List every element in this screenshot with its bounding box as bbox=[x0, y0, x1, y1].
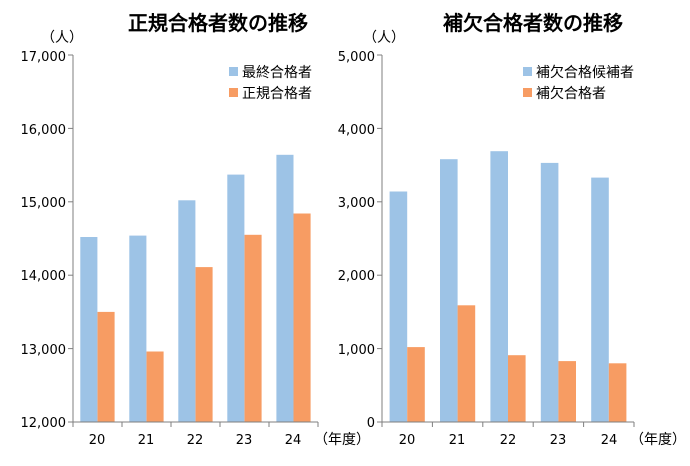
chart-title: 正規合格者数の推移 bbox=[128, 11, 308, 35]
x-tick-label: 22 bbox=[187, 433, 204, 448]
y-tick-label: 1,000 bbox=[338, 343, 375, 358]
bar-補欠合格者-21 bbox=[457, 305, 476, 422]
y-tick-label: 5,000 bbox=[338, 50, 375, 65]
bar-補欠合格候補者-21 bbox=[440, 159, 458, 422]
x-tick-label: 20 bbox=[89, 433, 106, 448]
bar-補欠合格者-23 bbox=[558, 361, 576, 422]
legend-label: 最終合格者 bbox=[242, 65, 312, 81]
legend-label: 補欠合格候補者 bbox=[536, 65, 634, 81]
bar-補欠合格候補者-24 bbox=[591, 177, 609, 422]
bar-最終合格者-23 bbox=[227, 174, 245, 422]
legend: 最終合格者 正規合格者 bbox=[229, 65, 312, 102]
bar-補欠合格者-22 bbox=[508, 355, 526, 422]
y-unit-label: （人） bbox=[41, 30, 83, 46]
y-tick-labels: 0 1,000 2,000 3,000 4,000 5,000 bbox=[338, 50, 375, 431]
chart-regular-passers: 正規合格者数の推移 （人） 12,000 13,000 14,000 15,00… bbox=[21, 11, 371, 448]
y-tick-label: 15,000 bbox=[21, 196, 67, 211]
bar-補欠合格者-20 bbox=[407, 347, 425, 422]
y-tick-label: 16,000 bbox=[21, 123, 67, 138]
bar-補欠合格者-24 bbox=[608, 363, 627, 422]
legend-swatch-waitlist bbox=[523, 88, 532, 97]
legend-swatch-candidates bbox=[523, 67, 532, 76]
bar-正規合格者-22 bbox=[195, 267, 213, 422]
legend-label: 正規合格者 bbox=[242, 86, 312, 102]
axes bbox=[377, 54, 635, 427]
x-unit-label: （年度） bbox=[630, 432, 686, 448]
x-tick-label: 23 bbox=[550, 433, 567, 448]
bar-group bbox=[389, 151, 627, 422]
x-tick-label: 20 bbox=[399, 433, 416, 448]
bar-正規合格者-20 bbox=[97, 311, 115, 422]
x-tick-label: 23 bbox=[236, 433, 253, 448]
legend-swatch-final bbox=[229, 67, 238, 76]
y-tick-label: 3,000 bbox=[338, 196, 375, 211]
legend: 補欠合格候補者 補欠合格者 bbox=[523, 65, 634, 102]
bar-最終合格者-22 bbox=[178, 200, 196, 422]
y-tick-label: 0 bbox=[367, 416, 375, 431]
y-tick-label: 17,000 bbox=[21, 50, 67, 65]
y-tick-label: 14,000 bbox=[21, 269, 67, 284]
y-tick-label: 13,000 bbox=[21, 343, 67, 358]
bar-正規合格者-21 bbox=[146, 351, 164, 422]
bar-正規合格者-23 bbox=[244, 234, 262, 422]
bar-補欠合格候補者-20 bbox=[389, 191, 408, 422]
legend-label: 補欠合格者 bbox=[536, 86, 606, 102]
chart-waitlist-passers: 補欠合格者数の推移 （人） 0 1,000 2,000 3,000 4,000 … bbox=[338, 11, 686, 448]
y-tick-label: 4,000 bbox=[338, 123, 375, 138]
legend-swatch-regular bbox=[229, 88, 238, 97]
bar-最終合格者-20 bbox=[80, 237, 98, 422]
bar-補欠合格候補者-22 bbox=[490, 151, 508, 422]
x-tick-label: 24 bbox=[285, 433, 302, 448]
axes bbox=[68, 54, 319, 427]
bar-補欠合格候補者-23 bbox=[540, 162, 559, 422]
bar-最終合格者-24 bbox=[276, 154, 294, 423]
bar-最終合格者-21 bbox=[129, 235, 147, 422]
x-tick-label: 21 bbox=[138, 433, 155, 448]
x-tick-labels: 20 21 22 23 24 bbox=[399, 433, 618, 448]
y-tick-label: 2,000 bbox=[338, 269, 375, 284]
bar-正規合格者-24 bbox=[293, 213, 311, 422]
y-tick-labels: 12,000 13,000 14,000 15,000 16,000 17,00… bbox=[21, 50, 67, 431]
x-tick-labels: 20 21 22 23 24 bbox=[89, 433, 302, 448]
chart-title: 補欠合格者数の推移 bbox=[442, 11, 623, 35]
x-unit-label: （年度） bbox=[314, 432, 370, 448]
bar-group bbox=[80, 154, 311, 423]
x-tick-label: 22 bbox=[500, 433, 517, 448]
y-unit-label: （人） bbox=[363, 30, 405, 46]
y-tick-label: 12,000 bbox=[21, 416, 67, 431]
x-tick-label: 21 bbox=[449, 433, 466, 448]
x-tick-label: 24 bbox=[601, 433, 618, 448]
